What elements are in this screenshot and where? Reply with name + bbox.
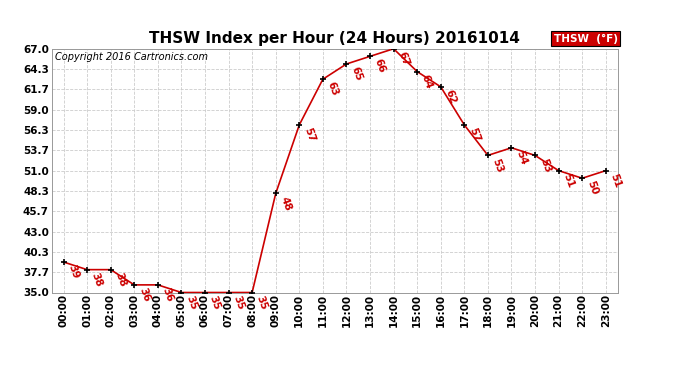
Text: 57: 57	[302, 126, 317, 144]
Text: 63: 63	[326, 81, 340, 98]
Text: 67: 67	[396, 50, 411, 67]
Title: THSW Index per Hour (24 Hours) 20161014: THSW Index per Hour (24 Hours) 20161014	[149, 31, 520, 46]
Text: 51: 51	[562, 172, 575, 189]
Text: 57: 57	[467, 126, 482, 144]
Text: 35: 35	[184, 294, 199, 311]
Text: 53: 53	[538, 157, 552, 174]
Text: 35: 35	[208, 294, 222, 311]
Text: 36: 36	[137, 286, 151, 303]
Text: 38: 38	[113, 271, 128, 288]
Text: 53: 53	[491, 157, 505, 174]
Text: THSW  (°F): THSW (°F)	[553, 34, 618, 44]
Text: 39: 39	[66, 263, 81, 280]
Text: 64: 64	[420, 73, 434, 90]
Text: 66: 66	[373, 58, 387, 75]
Text: 54: 54	[514, 149, 529, 166]
Text: 65: 65	[349, 65, 364, 82]
Text: 62: 62	[444, 88, 458, 105]
Text: 35: 35	[255, 294, 269, 311]
Text: 51: 51	[609, 172, 623, 189]
Text: Copyright 2016 Cartronics.com: Copyright 2016 Cartronics.com	[55, 53, 208, 63]
Text: 38: 38	[90, 271, 104, 288]
Text: 50: 50	[585, 180, 600, 196]
Text: 35: 35	[231, 294, 246, 311]
Text: 48: 48	[279, 195, 293, 212]
Text: 36: 36	[161, 286, 175, 303]
